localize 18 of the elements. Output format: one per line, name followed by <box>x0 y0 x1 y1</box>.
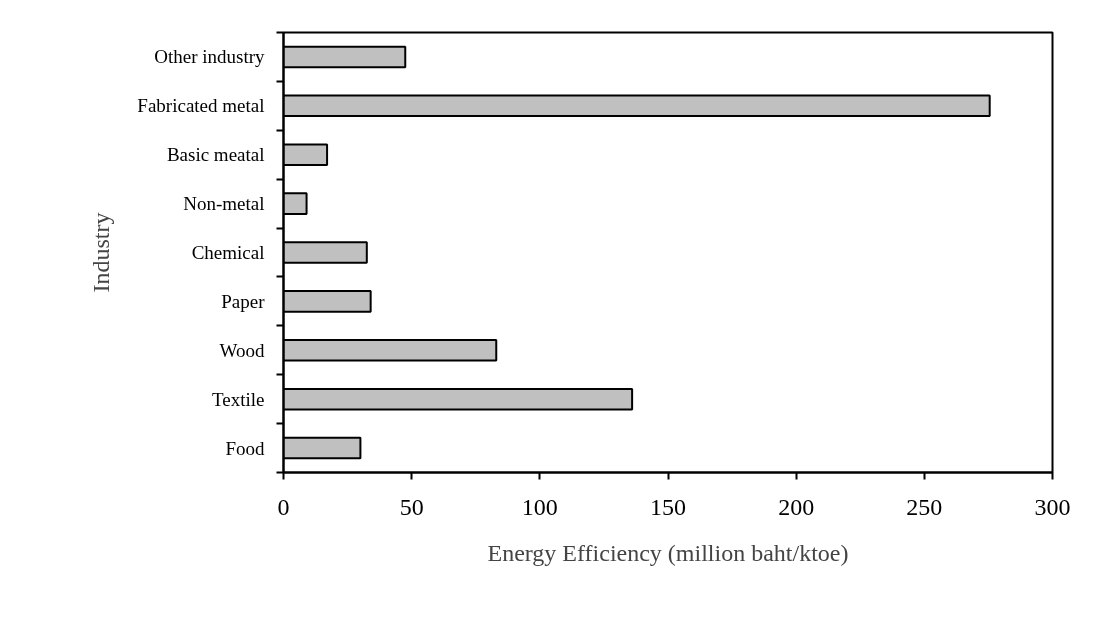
x-tick-label: 150 <box>650 493 686 520</box>
y-tick-label: Fabricated metal <box>137 95 265 117</box>
x-tick-label: 100 <box>521 493 558 520</box>
x-tick-label: 300 <box>1034 493 1071 520</box>
y-tick-label: Non-metal <box>183 193 265 215</box>
y-tick-label: Textile <box>212 388 265 410</box>
y-tick-label: Other industry <box>154 46 265 68</box>
x-tick-label: 50 <box>399 493 424 520</box>
x-axis-title: Energy Efficiency (million baht/ktoe) <box>487 539 849 566</box>
y-axis-title: Industry <box>88 212 115 293</box>
x-tick-label: 200 <box>778 493 815 520</box>
x-tick-label: 0 <box>277 493 290 520</box>
y-tick-label: Basic meatal <box>166 144 265 166</box>
y-tick-label: Paper <box>221 290 266 312</box>
y-tick-label: Chemical <box>191 242 265 263</box>
x-tick-label: 250 <box>906 493 943 520</box>
y-tick-label: Wood <box>219 339 265 361</box>
y-tick-label: Food <box>225 437 265 459</box>
